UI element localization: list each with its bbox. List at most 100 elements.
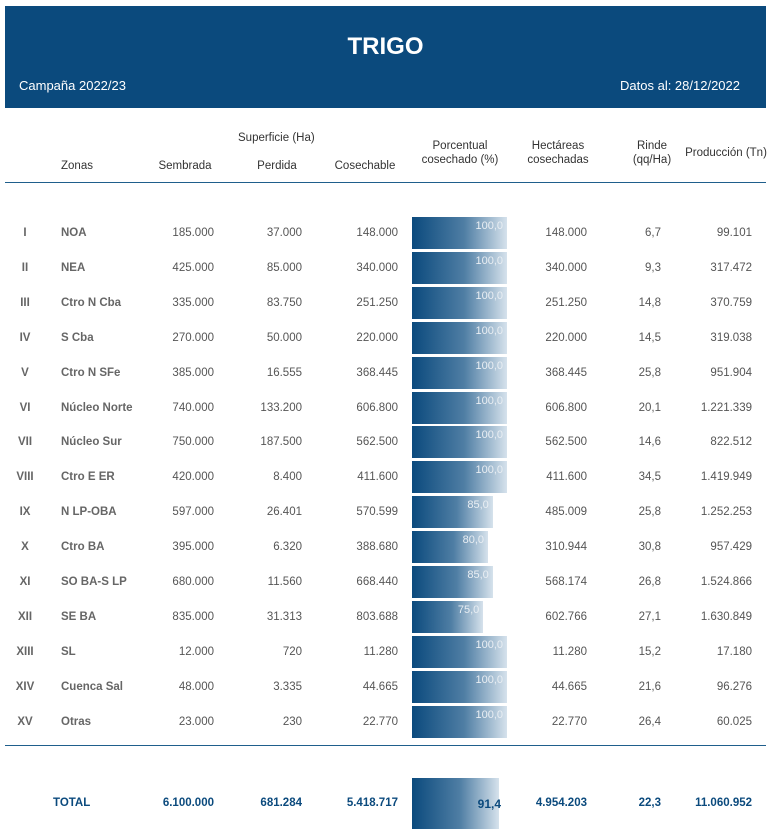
- header-porcentual-line1: Porcentual: [432, 140, 488, 152]
- hectareas-value: 340.000: [545, 261, 587, 274]
- zone-number: IV: [19, 331, 31, 344]
- zone-number: I: [23, 227, 27, 239]
- pct-bar: [412, 286, 507, 319]
- pct-bar: [412, 670, 507, 703]
- total-pct-value: 91,4: [477, 797, 501, 811]
- zone-number: II: [21, 261, 29, 274]
- zone-number: XV: [17, 715, 33, 728]
- zone-name: SO BA-S LP: [61, 576, 127, 588]
- header-produccion: Producción (Tn): [685, 147, 767, 159]
- pct-bar: [412, 426, 507, 459]
- cosechable-value: 44.665: [362, 680, 398, 693]
- pct-value: 100,0: [475, 289, 503, 302]
- total-cosechable: 5.418.717: [346, 797, 398, 809]
- table-row: VI Núcleo Norte 740.000 133.200 606.800 100,0…: [0, 391, 772, 424]
- zone-name: Otras: [61, 715, 92, 728]
- pct-value: 100,0: [475, 638, 503, 651]
- cosechable-value: 388.680: [356, 541, 398, 554]
- pct-value: 100,0: [475, 324, 503, 337]
- pct-value: 100,0: [475, 708, 503, 721]
- zone-name: SL: [61, 645, 76, 658]
- zone-number: III: [20, 296, 30, 309]
- hectareas-value: 602.766: [545, 610, 587, 623]
- cosechable-value: 570.599: [356, 506, 398, 519]
- hectareas-value: 22.770: [551, 715, 587, 728]
- zone-name: Ctro BA: [61, 541, 105, 554]
- perdida-value: 83.750: [266, 296, 302, 309]
- zone-number: VIII: [16, 471, 34, 484]
- rinde-value: 20,1: [638, 401, 661, 414]
- hectareas-value: 310.944: [545, 541, 587, 554]
- pct-cell: 100,0: [412, 391, 507, 424]
- pct-cell: 100,0: [412, 426, 507, 459]
- header-rinde-line1: Rinde: [636, 140, 668, 152]
- perdida-value: 31.313: [266, 610, 302, 623]
- pct-bar: [412, 496, 493, 529]
- pct-bar: [412, 461, 507, 494]
- zone-number: XIV: [15, 680, 35, 693]
- pct-value: 100,0: [475, 254, 503, 267]
- rinde-value: 30,8: [638, 541, 661, 554]
- sembrada-value: 385.000: [172, 366, 214, 379]
- produccion-value: 370.759: [710, 296, 752, 309]
- rinde-value: 14,5: [638, 331, 661, 344]
- total-produccion: 11.060.952: [695, 797, 752, 809]
- cosechable-value: 411.600: [357, 471, 398, 484]
- zone-name: N LP-OBA: [61, 506, 117, 519]
- perdida-value: 37.000: [266, 227, 302, 239]
- pct-bar: [412, 635, 507, 668]
- pct-value: 75,0: [457, 603, 480, 616]
- zone-number: V: [21, 366, 29, 379]
- campaign-label: Campaña 2022/23: [19, 78, 126, 93]
- rinde-value: 34,5: [638, 471, 661, 484]
- cosechable-value: 22.770: [362, 715, 398, 728]
- header-zonas: Zonas: [61, 160, 93, 172]
- perdida-value: 11.560: [267, 576, 302, 588]
- table-row: IX N LP-OBA 597.000 26.401 570.599 85,0 485.00…: [0, 496, 772, 529]
- pct-cell: 100,0: [412, 670, 507, 703]
- pct-cell: 75,0: [412, 600, 507, 633]
- cosechable-value: 562.500: [356, 436, 398, 449]
- pct-value: 85,0: [467, 499, 489, 512]
- pct-bar: [412, 600, 484, 633]
- zone-name: Ctro E ER: [61, 471, 115, 484]
- rinde-value: 25,8: [638, 366, 661, 379]
- pct-cell: 85,0: [412, 566, 507, 598]
- table-row: I NOA 185.000 37.000 148.000 100,0 148.000 6,7 9…: [0, 217, 772, 249]
- pct-value: 100,0: [475, 359, 503, 372]
- zone-name: Cuenca Sal: [61, 680, 123, 693]
- pct-value: 100,0: [475, 673, 503, 686]
- hectareas-value: 148.000: [545, 227, 587, 239]
- table-row: XIV Cuenca Sal 48.000 3.335 44.665 100,0 44.66…: [0, 670, 772, 703]
- pct-bar: [412, 566, 493, 598]
- produccion-value: 60.025: [716, 715, 752, 728]
- produccion-value: 1.252.253: [700, 506, 752, 519]
- zone-number: X: [21, 541, 29, 554]
- rinde-value: 26,8: [638, 576, 661, 588]
- header-porcentual-line2: cosechado (%): [421, 154, 499, 166]
- sembrada-value: 395.000: [172, 541, 214, 554]
- table-row: X Ctro BA 395.000 6.320 388.680 80,0 310.944 30…: [0, 531, 772, 564]
- pct-bar: [412, 356, 507, 389]
- page-title: TRIGO: [347, 33, 424, 60]
- hectareas-value: 606.800: [545, 401, 587, 414]
- total-perdida: 681.284: [260, 797, 302, 809]
- pct-cell: 100,0: [412, 217, 507, 249]
- zone-number: VI: [19, 401, 31, 414]
- rinde-value: 27,1: [638, 610, 661, 623]
- hectareas-value: 220.000: [545, 331, 587, 344]
- data-date-label: Datos al: 28/12/2022: [620, 78, 740, 93]
- total-hectareas: 4.954.203: [535, 797, 587, 809]
- header-cosechable: Cosechable: [334, 160, 396, 172]
- header-porcentual: Porcentual cosechado (%): [418, 139, 502, 167]
- sembrada-value: 597.000: [172, 506, 214, 519]
- zone-name: NEA: [61, 261, 86, 274]
- zone-name: Núcleo Norte: [61, 401, 133, 414]
- total-rinde: 22,3: [638, 797, 661, 809]
- zone-number: XII: [17, 610, 33, 623]
- cosechable-value: 251.250: [356, 296, 398, 309]
- pct-bar: [412, 705, 507, 738]
- produccion-value: 17.180: [716, 645, 752, 658]
- rinde-value: 6,7: [645, 227, 661, 239]
- perdida-value: 16.555: [266, 366, 302, 379]
